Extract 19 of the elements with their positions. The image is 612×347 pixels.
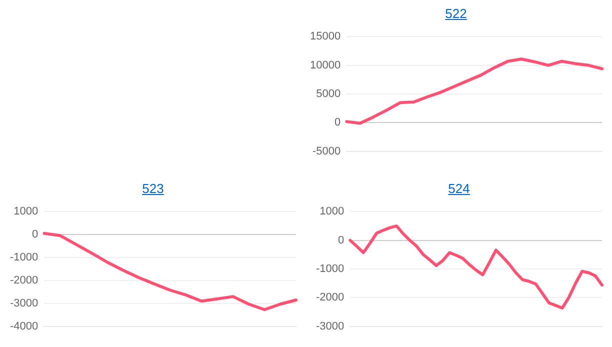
y-tick-label: 0: [338, 234, 344, 246]
y-tick-label: -5000: [312, 145, 341, 158]
y-tick-label: -1000: [316, 263, 344, 276]
y-tick-label: 1000: [14, 206, 38, 218]
y-tick-label: 0: [334, 116, 341, 129]
y-tick-label: 1000: [320, 206, 344, 218]
y-tick-label: -2000: [10, 274, 38, 287]
y-tick-label: 5000: [316, 88, 341, 100]
chart-title: 523: [141, 181, 165, 196]
y-tick-label: -3000: [316, 320, 344, 332]
chart-title: 522: [444, 6, 468, 21]
y-tick-label: -4000: [10, 320, 38, 332]
chart-title: 524: [447, 181, 471, 196]
y-tick-label: -3000: [10, 297, 38, 310]
y-tick-label: 10000: [310, 59, 341, 72]
y-tick-label: 0: [32, 228, 38, 241]
y-tick-label: 15000: [310, 30, 341, 43]
y-tick-label: -1000: [10, 252, 38, 264]
y-tick-label: -2000: [316, 292, 344, 304]
